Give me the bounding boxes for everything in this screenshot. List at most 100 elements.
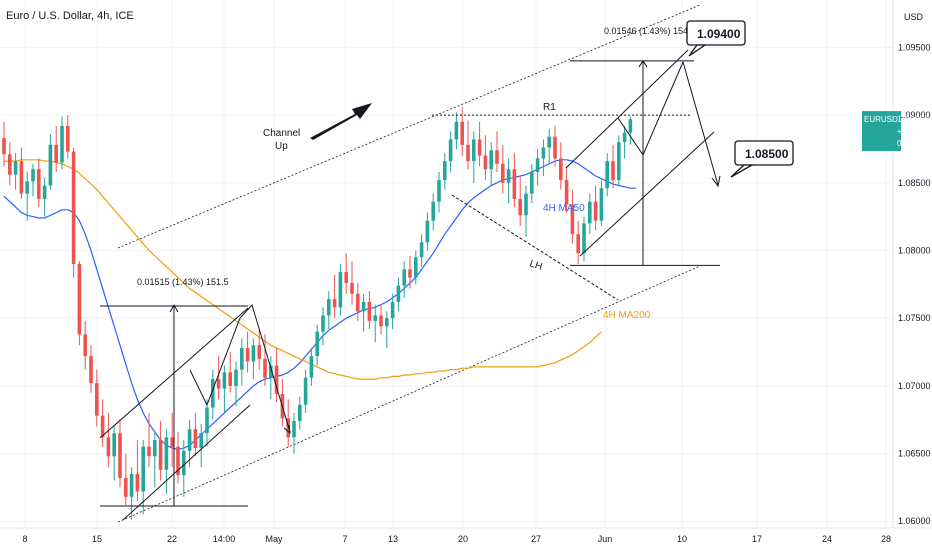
4h-ma50-line bbox=[3, 159, 637, 451]
candle bbox=[205, 399, 209, 447]
candle-body bbox=[611, 161, 615, 181]
candle-body bbox=[19, 161, 24, 194]
candle-body bbox=[431, 201, 435, 221]
candle bbox=[48, 134, 53, 190]
measure-left-label: 0.01515 (1.43%) 151.5 bbox=[137, 277, 229, 287]
candle-body bbox=[106, 437, 111, 457]
candle bbox=[495, 131, 499, 172]
drawings bbox=[99, 49, 721, 521]
candle bbox=[135, 440, 140, 501]
candle-body bbox=[182, 450, 186, 476]
candle-body bbox=[443, 161, 447, 181]
candle-body bbox=[524, 193, 528, 216]
candle-body bbox=[205, 407, 209, 434]
candle bbox=[524, 185, 528, 237]
candle bbox=[176, 431, 180, 484]
candle-body bbox=[576, 234, 580, 254]
candle-body bbox=[222, 372, 227, 389]
measure-right-arrowhead bbox=[638, 60, 648, 68]
candle-body bbox=[477, 139, 482, 156]
candle bbox=[593, 185, 598, 231]
candle bbox=[611, 144, 615, 189]
candle-body bbox=[564, 180, 569, 205]
candle bbox=[292, 412, 296, 454]
candle bbox=[460, 106, 464, 156]
candle bbox=[628, 116, 633, 145]
y-tick-label: 1.07500 bbox=[898, 313, 931, 323]
candle bbox=[414, 250, 418, 285]
candle-body bbox=[193, 429, 198, 449]
candle-body bbox=[495, 150, 499, 164]
x-tick-label: 22 bbox=[167, 534, 177, 544]
candle bbox=[559, 142, 563, 190]
candle-body bbox=[506, 169, 511, 183]
candle bbox=[199, 423, 203, 468]
candle bbox=[512, 152, 517, 208]
candle-body bbox=[315, 331, 319, 357]
candle-body bbox=[54, 144, 58, 163]
x-tick-label: 10 bbox=[677, 534, 687, 544]
candle-body bbox=[42, 185, 47, 200]
candle bbox=[622, 125, 627, 159]
candle bbox=[211, 369, 215, 420]
candle-body bbox=[402, 269, 406, 286]
candle-body bbox=[124, 477, 128, 497]
candle-body bbox=[269, 365, 273, 378]
candle-body bbox=[396, 285, 401, 302]
candle bbox=[443, 152, 447, 190]
candle-body bbox=[385, 318, 389, 327]
candle-body bbox=[77, 264, 82, 335]
price-badge-change: +0.35% bbox=[897, 127, 924, 136]
candle bbox=[431, 193, 435, 231]
x-tick-label: 20 bbox=[458, 534, 468, 544]
candle bbox=[385, 311, 389, 348]
candle-body bbox=[170, 437, 174, 447]
candle-body bbox=[37, 169, 41, 200]
candle-body bbox=[216, 379, 221, 389]
y-tick-label: 1.08500 bbox=[898, 178, 931, 188]
candle-body bbox=[361, 301, 366, 312]
x-tick-label: 13 bbox=[388, 534, 398, 544]
candle bbox=[373, 304, 377, 343]
candle bbox=[402, 261, 406, 298]
candle bbox=[13, 152, 18, 190]
candle bbox=[396, 277, 401, 312]
candle bbox=[66, 115, 70, 159]
candle-body bbox=[31, 169, 35, 182]
candle-body bbox=[66, 125, 70, 152]
candle-body bbox=[628, 119, 633, 133]
candle bbox=[158, 421, 163, 481]
candle bbox=[588, 193, 592, 235]
candle-body bbox=[460, 121, 464, 145]
candle-body bbox=[25, 181, 29, 194]
candle-body bbox=[605, 161, 609, 189]
moving-averages bbox=[3, 159, 637, 451]
lh-label: LH bbox=[528, 258, 544, 272]
candle-body bbox=[251, 345, 256, 362]
candle bbox=[2, 121, 6, 167]
x-tick-label: 15 bbox=[92, 534, 102, 544]
candle bbox=[327, 291, 331, 329]
candle bbox=[535, 148, 540, 186]
channel-direction-arrow bbox=[310, 103, 372, 140]
candle-body bbox=[158, 440, 163, 470]
candle bbox=[344, 253, 348, 294]
candle bbox=[419, 234, 424, 267]
candle bbox=[124, 453, 128, 505]
candle-body bbox=[599, 188, 604, 221]
candle-body bbox=[454, 121, 459, 140]
candle bbox=[576, 220, 580, 264]
ma200-label: 4H MA200 bbox=[603, 310, 651, 321]
candle-body bbox=[211, 379, 215, 408]
candle-body bbox=[13, 161, 18, 175]
candle bbox=[582, 216, 586, 262]
candle-body bbox=[408, 269, 412, 278]
candle bbox=[251, 338, 256, 380]
x-tick-label: 8 bbox=[22, 534, 27, 544]
candle bbox=[617, 135, 621, 186]
x-tick-label: 7 bbox=[342, 534, 347, 544]
candle-body bbox=[367, 301, 372, 321]
candle-body bbox=[582, 223, 586, 254]
candle-body bbox=[112, 433, 116, 457]
